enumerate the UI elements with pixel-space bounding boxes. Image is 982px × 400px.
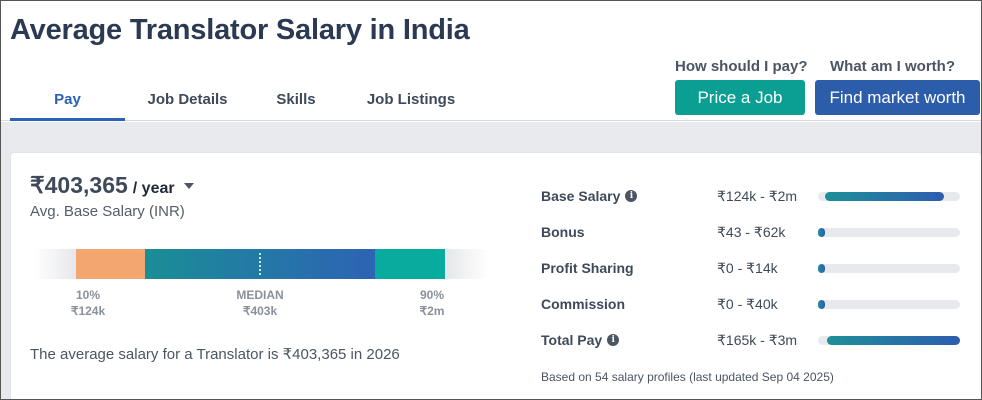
median-label: MEDIAN ₹403k xyxy=(226,287,294,319)
salary-note: The average salary for a Translator is ₹… xyxy=(30,346,400,363)
breakdown-row-profit-sharing: Profit Sharing ₹0 - ₹14k xyxy=(541,260,961,280)
price-question: How should I pay? xyxy=(675,58,808,75)
tab-skills[interactable]: Skills xyxy=(276,91,316,108)
average-salary: ₹403,365 xyxy=(30,172,128,198)
median-text: MEDIAN xyxy=(236,288,284,302)
breakdown-label: Commission xyxy=(541,296,626,312)
breakdown-label: Profit Sharing xyxy=(541,260,634,276)
salary-footnote: Based on 54 salary profiles (last update… xyxy=(541,370,834,384)
p10-percent: 10% xyxy=(75,288,101,302)
tab-job-listings[interactable]: Job Listings xyxy=(366,91,456,108)
price-a-job-button[interactable]: Price a Job xyxy=(675,80,805,115)
breakdown-row-total-pay: Total Pay i ₹165k - ₹3m xyxy=(541,332,961,352)
breakdown-label: Bonus xyxy=(541,224,585,240)
breakdown-label: Base Salary xyxy=(541,188,621,204)
page-header: Average Translator Salary in India Pay J… xyxy=(1,1,981,121)
find-market-worth-button[interactable]: Find market worth xyxy=(815,80,980,115)
tab-bar: Pay Job Details Skills Job Listings xyxy=(10,85,480,121)
breakdown-track xyxy=(818,264,960,273)
breakdown-name: Profit Sharing xyxy=(541,260,634,276)
p10-value: ₹124k xyxy=(70,304,106,318)
worth-question: What am I worth? xyxy=(830,58,955,75)
tab-job-details[interactable]: Job Details xyxy=(147,91,228,108)
breakdown-track xyxy=(818,336,960,345)
p90-value: ₹2m xyxy=(419,304,445,318)
breakdown-range: ₹43 - ₹62k xyxy=(717,224,786,240)
breakdown-track xyxy=(818,300,960,309)
breakdown-row-base-salary: Base Salary i ₹124k - ₹2m xyxy=(541,188,961,208)
info-icon[interactable]: i xyxy=(625,190,638,202)
salary-range-bar xyxy=(34,249,489,279)
p90-label: 90% ₹2m xyxy=(412,287,452,319)
breakdown-name: Commission xyxy=(541,296,625,312)
breakdown-fill xyxy=(818,300,826,309)
breakdown-row-bonus: Bonus ₹43 - ₹62k xyxy=(541,224,961,244)
salary-amount: ₹403,365 / year xyxy=(30,172,194,199)
range-fade-left xyxy=(34,249,76,279)
breakdown-label: Total Pay xyxy=(541,332,603,348)
breakdown-fill xyxy=(818,228,826,237)
page-title: Average Translator Salary in India xyxy=(10,14,470,46)
range-segment-high xyxy=(375,249,445,279)
p90-percent: 90% xyxy=(419,288,445,302)
breakdown-track xyxy=(818,192,960,201)
salary-subtitle: Avg. Base Salary (INR) xyxy=(30,203,185,220)
median-value: ₹403k xyxy=(242,304,278,318)
breakdown-range: ₹165k - ₹3m xyxy=(717,332,798,348)
range-fade-right xyxy=(445,249,489,279)
breakdown-range: ₹0 - ₹40k xyxy=(717,296,778,312)
breakdown-fill xyxy=(825,192,945,201)
breakdown-row-commission: Commission ₹0 - ₹40k xyxy=(541,296,961,316)
breakdown-name: Bonus xyxy=(541,224,585,240)
p10-label: 10% ₹124k xyxy=(68,287,108,319)
breakdown-track xyxy=(818,228,960,237)
tab-pay[interactable]: Pay xyxy=(10,85,125,121)
breakdown-name: Total Pay i xyxy=(541,332,620,348)
info-icon[interactable]: i xyxy=(607,334,620,346)
breakdown-fill xyxy=(818,264,826,273)
period-selector[interactable]: / year xyxy=(132,180,175,197)
breakdown-fill xyxy=(826,336,960,345)
range-segment-low xyxy=(76,249,145,279)
breakdown-range: ₹0 - ₹14k xyxy=(717,260,778,276)
median-marker xyxy=(259,253,261,275)
caret-down-icon[interactable] xyxy=(183,183,194,189)
breakdown-range: ₹124k - ₹2m xyxy=(717,188,798,204)
breakdown-name: Base Salary i xyxy=(541,188,638,204)
